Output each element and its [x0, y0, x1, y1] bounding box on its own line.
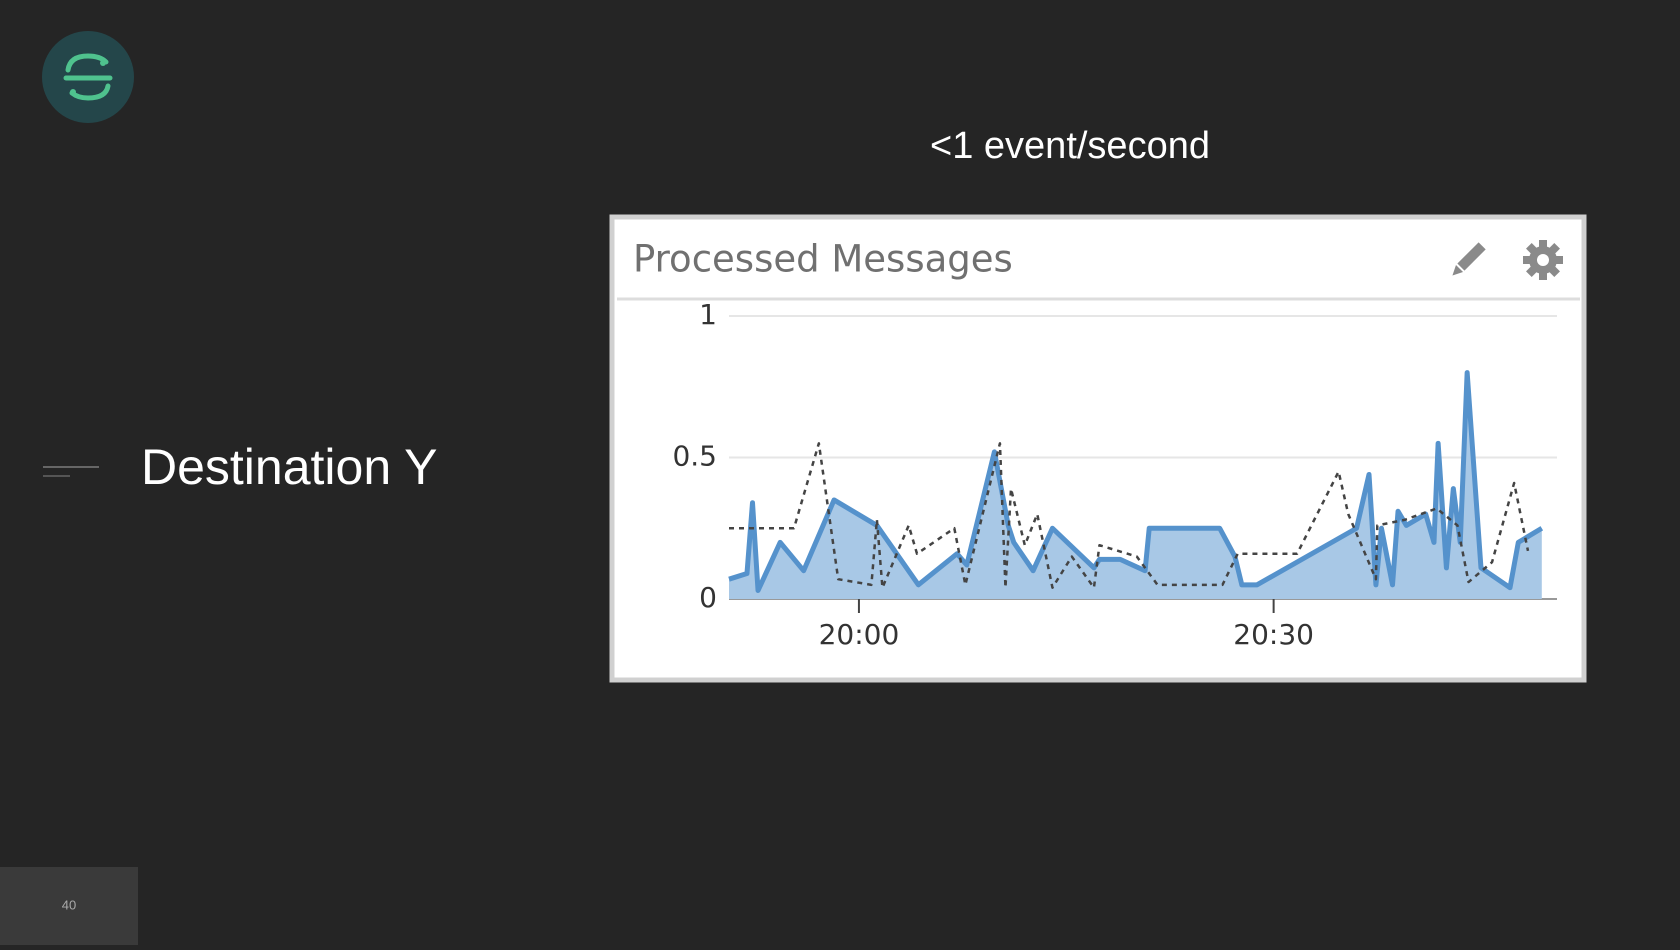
- y-tick-label: 0.5: [672, 440, 717, 473]
- chart-panel: [609, 214, 1587, 683]
- x-tick-label: 20:30: [1233, 618, 1314, 651]
- x-tick-label: 20:00: [819, 618, 900, 651]
- logo: [42, 31, 134, 123]
- y-tick-label: 1: [699, 298, 717, 331]
- area-fill: [729, 372, 1542, 599]
- chart-title: Processed Messages: [633, 238, 1013, 281]
- edit-icon[interactable]: [1449, 242, 1486, 279]
- settings-icon[interactable]: [1523, 240, 1563, 280]
- page-number: 40: [62, 897, 76, 912]
- page-number-box: [0, 867, 138, 945]
- slide-title: Destination Y: [141, 439, 437, 495]
- y-tick-label: 0: [699, 581, 717, 614]
- slide-subtitle: <1 event/second: [930, 125, 1210, 167]
